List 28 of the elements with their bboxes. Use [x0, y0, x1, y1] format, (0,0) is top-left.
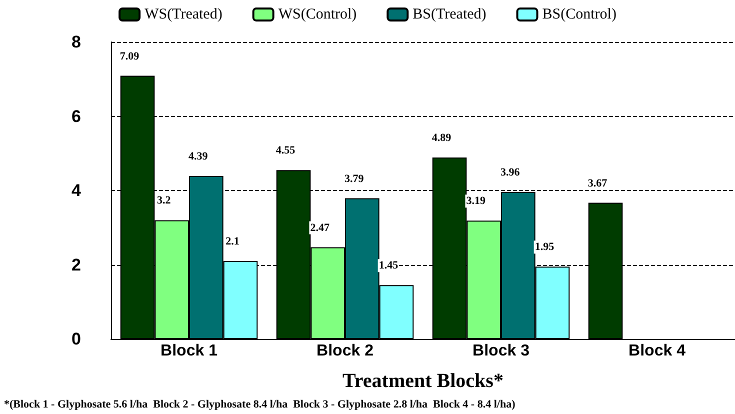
y-tick-label: 0 [72, 330, 81, 348]
x-axis-title: Treatment Blocks* [342, 370, 504, 392]
y-tick-label: 8 [72, 32, 81, 52]
x-tick-label: Block 2 [316, 342, 374, 360]
legend-label: BS(Treated) [412, 6, 486, 22]
data-label: 3.96 [500, 166, 520, 178]
x-tick-label: Block 4 [628, 342, 686, 360]
y-tick-label: 4 [72, 181, 82, 200]
data-label: 1.45 [378, 260, 399, 272]
legend-label: WS(Control) [278, 6, 357, 22]
legend-label: WS(Treated) [144, 6, 222, 22]
data-label: 4.89 [432, 132, 452, 144]
data-label: 3.79 [344, 172, 364, 185]
legend-label: BS(Control) [542, 6, 616, 22]
data-label: 7.09 [120, 50, 140, 62]
data-label: 3.2 [156, 194, 172, 207]
data-label: 3.19 [466, 195, 486, 208]
y-tick-label: 2 [72, 255, 81, 274]
x-tick-label: Block 1 [160, 342, 218, 360]
text: *(Block 1 - Glyphosate 5.6 l/ha Block 2 - Glyphosate 8.4 l/ha Block 3 - Glyphosate 2.8 l/ha Block 4 - 8.4 l/ha) [4, 398, 516, 410]
data-label: 4.55 [276, 144, 296, 157]
data-label: 4.39 [188, 150, 208, 163]
y-tick-label: 6 [72, 106, 81, 126]
data-label: 1.95 [534, 241, 555, 254]
data-label: 2.47 [310, 222, 330, 234]
x-tick-label: Block 3 [472, 342, 530, 360]
data-label: 2.1 [226, 236, 240, 248]
data-label: 3.67 [588, 177, 608, 190]
